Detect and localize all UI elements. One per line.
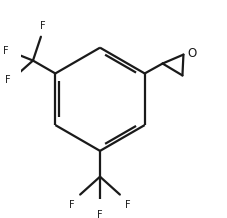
- Text: F: F: [2, 46, 8, 56]
- Text: F: F: [40, 21, 45, 31]
- Text: O: O: [186, 47, 195, 60]
- Text: F: F: [5, 75, 11, 85]
- Text: F: F: [125, 199, 131, 209]
- Text: F: F: [69, 199, 74, 209]
- Text: F: F: [97, 210, 102, 218]
